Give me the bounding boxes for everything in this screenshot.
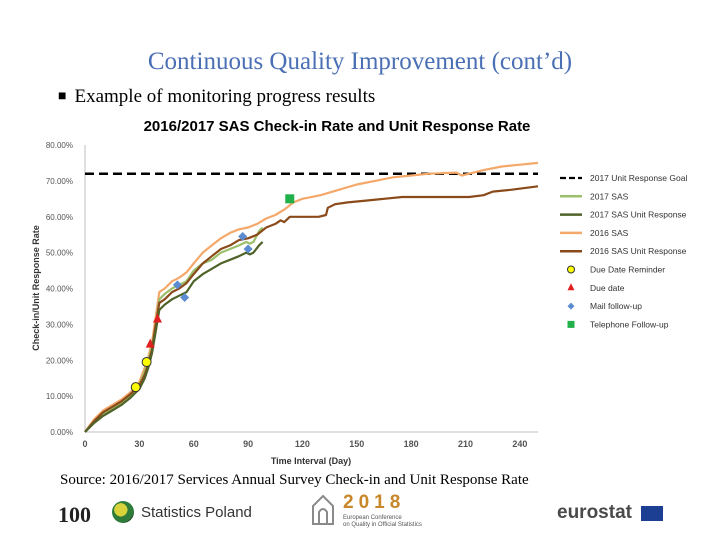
conference-year: 2018: [343, 492, 406, 513]
marker-square: [285, 194, 295, 204]
marker-diamond: [172, 280, 182, 290]
footer-logos: 100 Statistics Poland 2018 European Conf…: [0, 490, 720, 540]
marker-diamond: [243, 244, 253, 254]
legend-label: 2017 Unit Response Goal: [590, 173, 687, 183]
gus-logo-icon: [112, 501, 134, 523]
x-tick-label: 90: [243, 439, 253, 449]
eu-flag-icon: [641, 506, 663, 521]
x-tick-label: 240: [512, 439, 527, 449]
legend-label: Due date: [590, 283, 625, 293]
legend-label: Mail follow-up: [590, 301, 642, 311]
bullet-text: ■ Example of monitoring progress results: [58, 86, 375, 108]
legend-label: 2016 SAS Unit Response: [590, 246, 687, 256]
y-tick-label: 50.00%: [46, 249, 73, 258]
y-tick-label: 60.00%: [46, 213, 73, 222]
logo-100-years: 100: [58, 502, 91, 527]
marker-diamond: [238, 231, 248, 241]
markers-layer: [130, 194, 295, 393]
marker-circle: [130, 382, 141, 393]
series-line-2016-sas-unit-response: [84, 185, 539, 433]
legend-label: 2016 SAS: [590, 228, 629, 238]
marker-circle: [141, 357, 152, 368]
legend-label: Telephone Follow-up: [590, 319, 669, 329]
x-tick-label: 30: [134, 439, 144, 449]
slide-title: Continuous Quality Improvement (cont’d): [147, 48, 573, 75]
source-note: Source: 2016/2017 Services Annual Survey…: [60, 472, 529, 488]
conference-emblem-icon: [312, 494, 334, 525]
y-tick-label: 30.00%: [46, 320, 73, 329]
legend-label: 2017 SAS: [590, 191, 629, 201]
bullet-square-icon: ■: [58, 89, 67, 104]
legend-swatch: [567, 265, 575, 274]
x-tick-label: 210: [458, 439, 473, 449]
x-tick-label: 60: [189, 439, 199, 449]
legend-label: 2017 SAS Unit Response: [590, 210, 687, 220]
marker-triangle: [152, 313, 162, 323]
series-line-2017-sas: [84, 226, 264, 433]
series-layer: [84, 161, 539, 433]
logo-eurostat: eurostat: [557, 502, 632, 523]
logo-statistics-poland: Statistics Poland: [141, 504, 252, 521]
legend-swatch: [567, 283, 575, 291]
marker-diamond: [180, 292, 190, 302]
conference-subtitle-line-1: European Conference: [343, 515, 402, 521]
chart-axes: 0 30 60 90 120 150 180 210 240 0.00% 10.00% 20.00% 3…: [46, 141, 538, 449]
y-axis-label: Check-in/Unit Response Rate: [31, 225, 41, 351]
marker-triangle: [145, 338, 155, 348]
series-line-2016-sas: [84, 161, 539, 433]
series-line-2017-sas-unit-response: [84, 241, 264, 433]
legend-swatch: [567, 302, 575, 310]
x-tick-label: 150: [349, 439, 364, 449]
y-tick-label: 20.00%: [46, 356, 73, 365]
conference-subtitle: European Conference on Quality in Offici…: [343, 515, 422, 529]
response-rate-chart: 2016/2017 SAS Check-in Rate and Unit Res…: [31, 118, 687, 466]
chart-title: 2016/2017 SAS Check-in Rate and Unit Res…: [144, 118, 531, 135]
x-tick-label: 120: [295, 439, 310, 449]
y-tick-label: 80.00%: [46, 141, 73, 150]
y-tick-label: 10.00%: [46, 392, 73, 401]
x-axis-label: Time Interval (Day): [271, 456, 351, 466]
conference-subtitle-line-2: on Quality in Official Statistics: [343, 522, 422, 528]
chart-legend: 2017 Unit Response Goal 2017 SAS 2017 SAS …: [560, 173, 687, 329]
x-tick-label: 180: [404, 439, 419, 449]
y-tick-label: 70.00%: [46, 177, 73, 186]
x-tick-label: 0: [82, 439, 87, 449]
y-tick-label: 40.00%: [46, 285, 73, 294]
legend-swatch: [567, 320, 575, 328]
y-tick-label: 0.00%: [50, 428, 73, 437]
legend-label: Due Date Reminder: [590, 265, 665, 275]
bullet-label: Example of monitoring progress results: [74, 86, 376, 107]
